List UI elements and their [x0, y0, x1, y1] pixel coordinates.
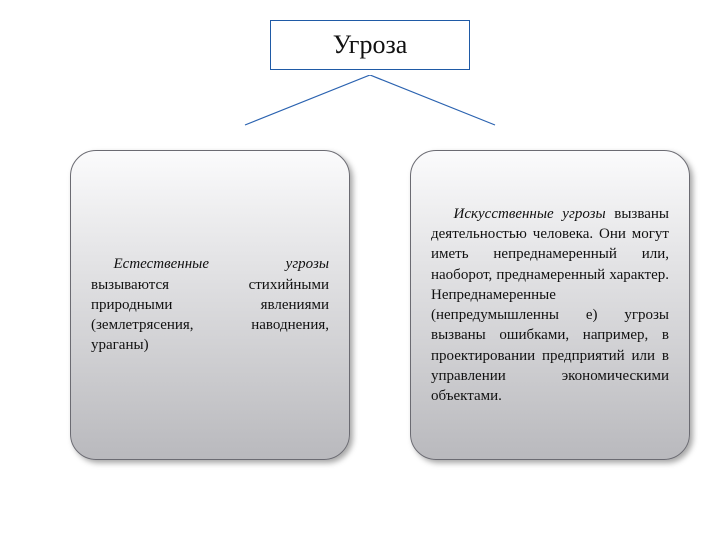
title-text: Угроза	[333, 30, 408, 60]
card-artificial-threats: Искусственные угрозы вызваны деятельност…	[410, 150, 690, 460]
card-natural-lead: Естественные угрозы	[114, 256, 330, 272]
card-natural-threats: Естественные угрозы вызываются стихийным…	[70, 150, 350, 460]
title-box: Угроза	[270, 20, 470, 70]
card-artificial-lead: Искусственные угрозы	[454, 206, 606, 222]
card-natural-text: Естественные угрозы вызываются стихийным…	[91, 254, 329, 355]
card-natural-body: вызываются стихийными природными явления…	[91, 277, 329, 354]
tree-connector	[220, 75, 520, 135]
card-artificial-body: вызваны деятельностью человека. Они могу…	[431, 206, 669, 404]
connector-left	[245, 75, 370, 125]
card-artificial-text: Искусственные угрозы вызваны деятельност…	[431, 204, 669, 407]
connector-right	[370, 75, 495, 125]
